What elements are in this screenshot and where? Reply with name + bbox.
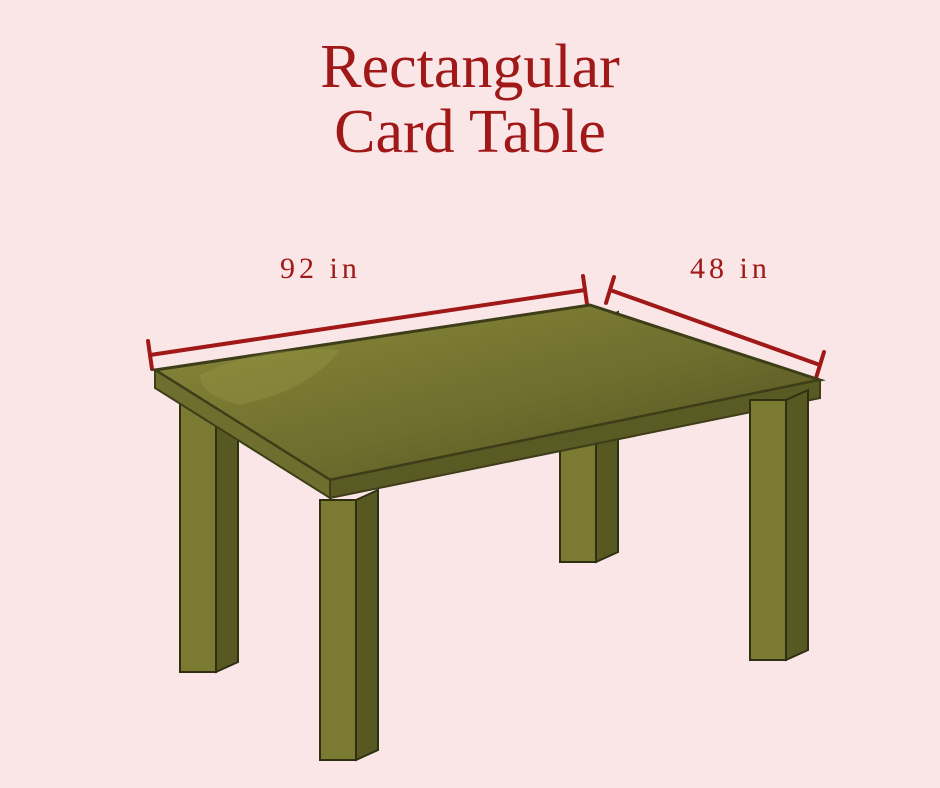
table-leg-front-right xyxy=(750,390,808,660)
table-diagram xyxy=(0,0,940,788)
table-leg-front-left xyxy=(320,490,378,760)
